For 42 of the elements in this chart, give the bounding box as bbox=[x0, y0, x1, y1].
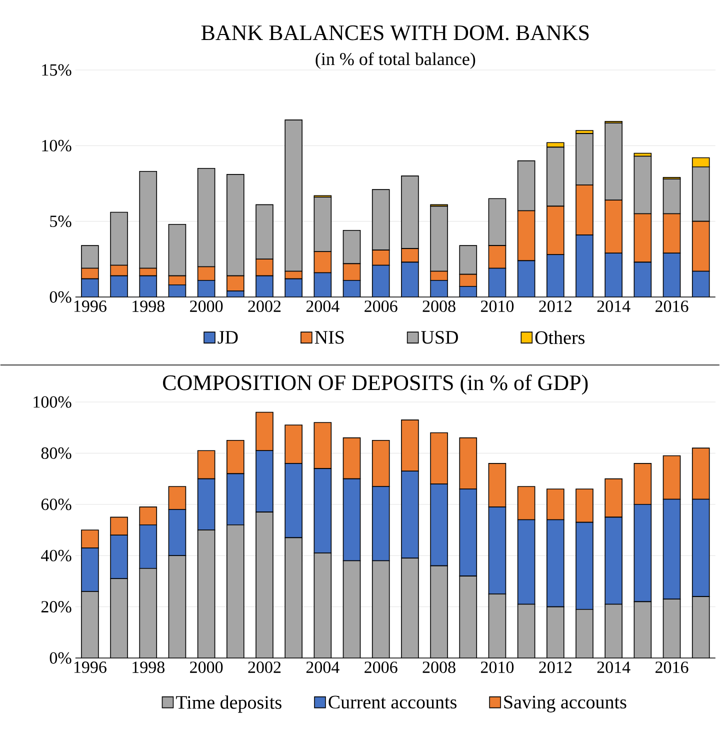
chart-subtitle: (in % of total balance) bbox=[316, 52, 476, 69]
legend-label: Time deposits bbox=[176, 695, 282, 713]
x-tick-label: 2016 bbox=[656, 300, 688, 312]
x-tick-label: 2008 bbox=[422, 300, 456, 312]
x-tick-label: 2014 bbox=[597, 662, 630, 674]
x-tick-label: 2004 bbox=[306, 300, 340, 312]
x-tick-label: 2002 bbox=[248, 300, 281, 312]
y-tick-label: 80% bbox=[41, 447, 72, 459]
y-tick-label: 15% bbox=[42, 64, 72, 76]
x-tick-label: 2008 bbox=[422, 662, 456, 674]
legend-label: Others bbox=[535, 330, 585, 344]
legend-label: Saving accounts bbox=[504, 696, 626, 712]
x-tick-label: 1996 bbox=[74, 662, 107, 673]
x-tick-label: 2010 bbox=[481, 662, 514, 674]
x-tick-label: 2012 bbox=[539, 300, 572, 312]
chart-title: COMPOSITION OF DEPOSITS (in % of GDP) bbox=[163, 374, 588, 395]
y-tick-label: 40% bbox=[41, 550, 72, 562]
y-tick-label: 100% bbox=[34, 396, 72, 408]
x-tick-label: 2000 bbox=[190, 662, 223, 674]
x-tick-label: 1996 bbox=[74, 300, 107, 312]
x-tick-label: 2014 bbox=[597, 300, 630, 312]
y-tick-label: 0% bbox=[50, 291, 72, 303]
x-tick-label: 2002 bbox=[248, 662, 281, 674]
x-tick-label: 2016 bbox=[656, 662, 688, 674]
legend-label: USD bbox=[421, 331, 458, 344]
x-tick-label: 1998 bbox=[132, 300, 165, 312]
chart-title: BANK BALANCES WITH DOM. BANKS bbox=[201, 25, 589, 40]
y-tick-label: 20% bbox=[42, 601, 72, 613]
x-tick-label: 2012 bbox=[539, 662, 572, 674]
x-tick-label: 1998 bbox=[132, 662, 165, 674]
legend-label: Current accounts bbox=[328, 696, 457, 709]
legend-label: JD bbox=[218, 331, 238, 344]
x-tick-label: 2006 bbox=[364, 300, 398, 312]
x-tick-label: 2000 bbox=[190, 300, 223, 312]
y-tick-label: 60% bbox=[42, 498, 72, 510]
x-tick-label: 2010 bbox=[481, 300, 514, 312]
legend-label: NIS bbox=[314, 331, 344, 344]
y-tick-label: 5% bbox=[50, 216, 72, 228]
y-tick-label: 10% bbox=[42, 140, 72, 152]
x-tick-label: 2006 bbox=[364, 662, 398, 674]
x-tick-label: 2004 bbox=[306, 662, 340, 674]
y-tick-label: 0% bbox=[50, 652, 72, 664]
